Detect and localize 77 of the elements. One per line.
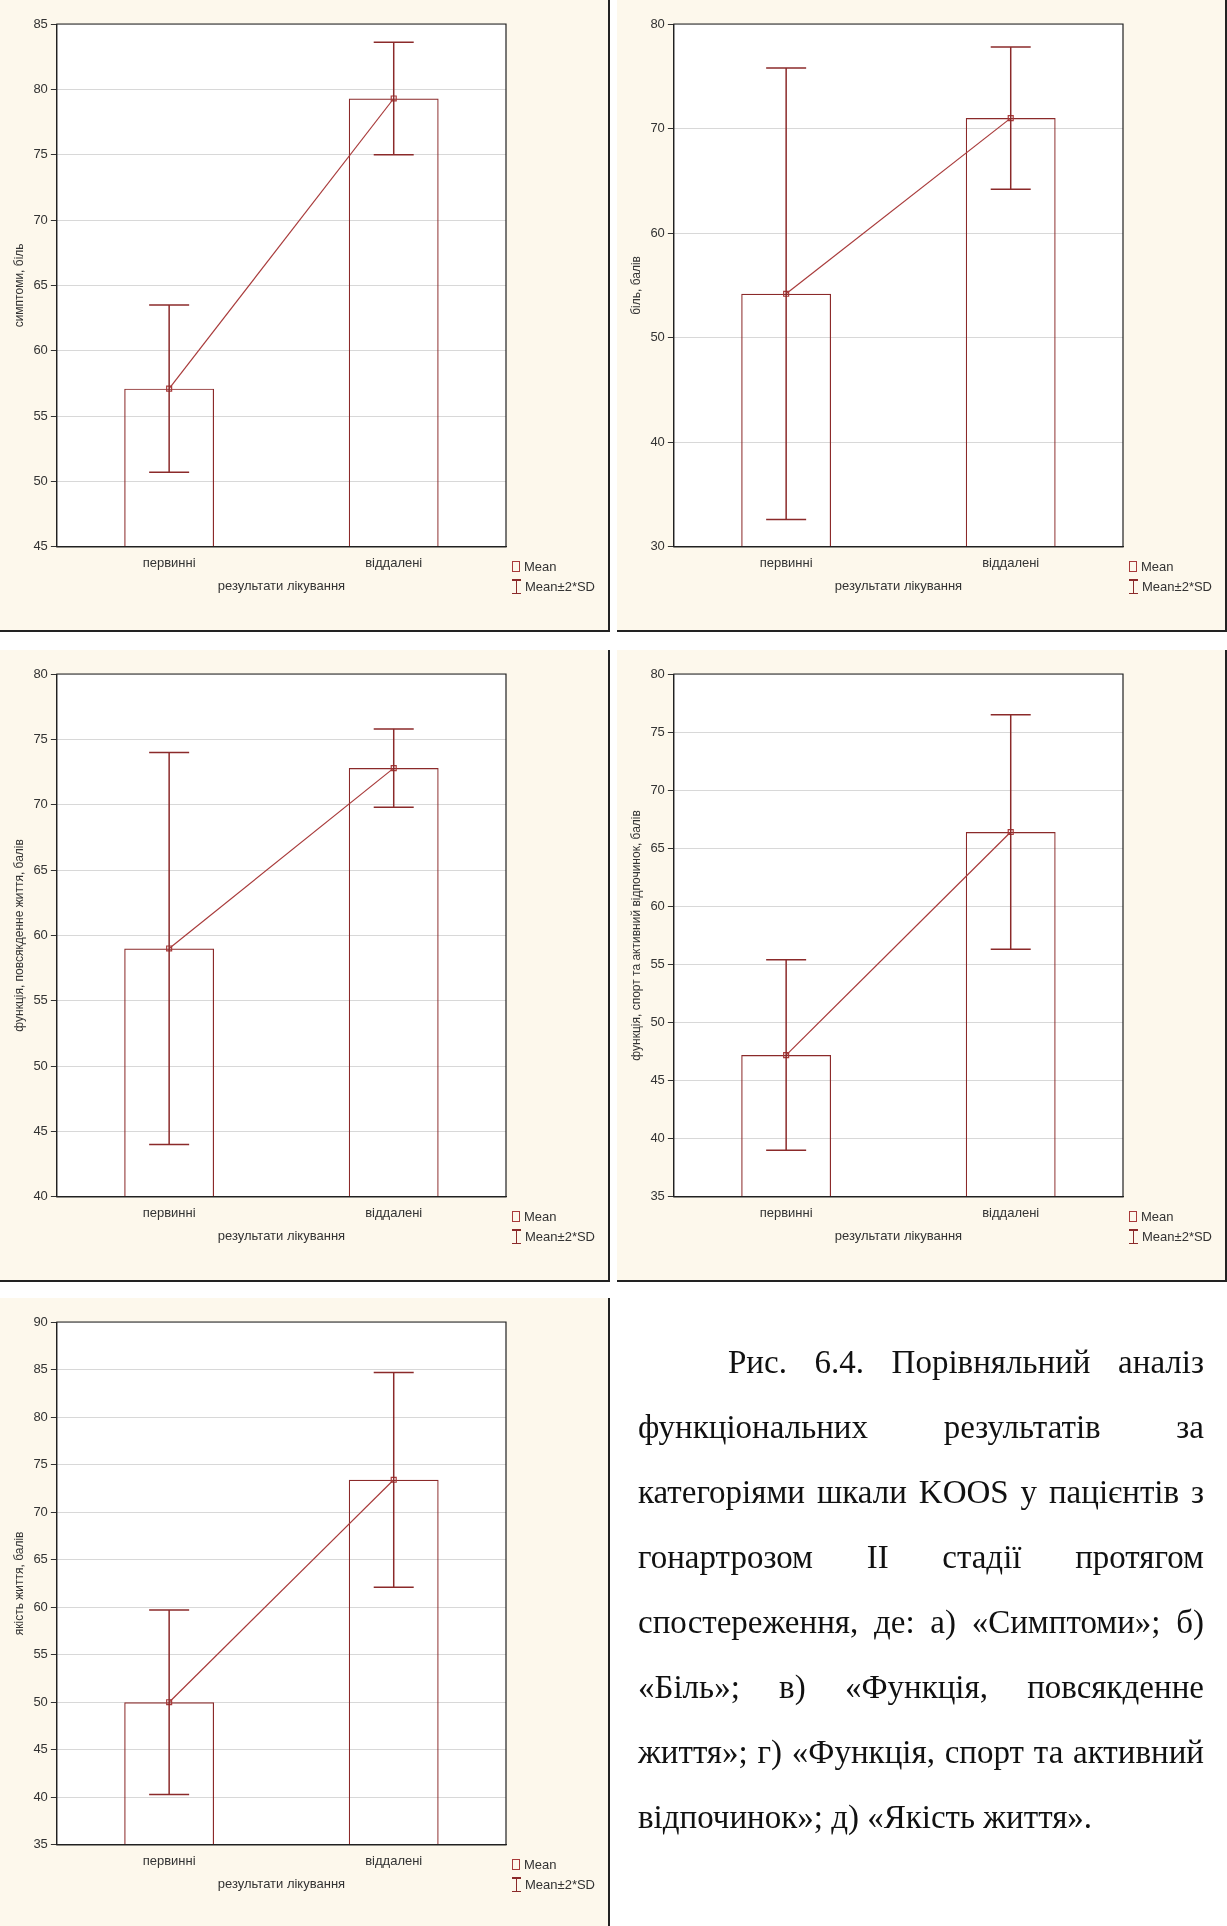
y-tick-label: 50: [33, 1693, 48, 1709]
y-tick-label: 80: [33, 80, 48, 96]
text: Mean±2*SD: [525, 577, 596, 596]
y-tick-label: 70: [33, 211, 48, 227]
y-tick-label: 50: [33, 1057, 48, 1073]
y-tick-label: 60: [650, 224, 665, 240]
y-tick-label: 60: [33, 926, 48, 942]
y-tick-label: 55: [33, 1646, 48, 1662]
y-tick-label: 90: [33, 1313, 48, 1329]
y-tick-label: 60: [33, 342, 48, 358]
y-tick-label: 70: [650, 120, 665, 136]
y-tick-label: 50: [650, 1014, 665, 1030]
y-tick-label: 80: [33, 665, 48, 681]
legend-label: Mean: [1141, 557, 1174, 576]
y-tick-label: 35: [650, 1188, 665, 1204]
x-tick-label: віддалені: [982, 555, 1040, 571]
y-axis-title: симптоми, біль: [11, 243, 26, 328]
x-tick-label: первинні: [759, 555, 813, 571]
y-tick-label: 55: [650, 956, 665, 972]
y-tick-label: 50: [650, 329, 665, 345]
y-tick-label: 70: [650, 781, 665, 797]
y-tick-label: 40: [33, 1188, 48, 1204]
y-tick-label: 40: [33, 1788, 48, 1804]
x-axis-title: результати лікування: [217, 1227, 346, 1243]
text: Mean±2*SD: [1142, 1227, 1213, 1246]
x-axis-title: результати лікування: [834, 577, 963, 593]
legend-label: Mean: [524, 1207, 557, 1226]
x-tick-label: віддалені: [365, 1853, 423, 1869]
y-tick-label: 85: [33, 15, 48, 31]
y-tick-label: 35: [33, 1836, 48, 1852]
y-tick-label: 65: [650, 839, 665, 855]
y-tick-label: 40: [650, 1130, 665, 1146]
y-tick-label: 55: [33, 992, 48, 1008]
x-tick-label: первинні: [142, 555, 196, 571]
y-tick-label: 65: [33, 276, 48, 292]
y-tick-label: 40: [650, 433, 665, 449]
y-tick-label: 85: [33, 1361, 48, 1377]
y-tick-label: 80: [33, 1408, 48, 1424]
text: Mean±2*SD: [525, 1875, 596, 1894]
y-tick-label: 50: [33, 473, 48, 489]
y-tick-label: 70: [33, 796, 48, 812]
legend-label: Mean: [524, 1855, 557, 1874]
y-tick-label: 75: [33, 730, 48, 746]
y-tick-label: 80: [650, 665, 665, 681]
x-axis-title: результати лікування: [217, 577, 346, 593]
y-axis-title: якість життя, балів: [11, 1531, 26, 1636]
y-tick-label: 45: [650, 1072, 665, 1088]
legend-label: Mean: [524, 557, 557, 576]
y-tick-label: 65: [33, 861, 48, 877]
x-tick-label: віддалені: [982, 1205, 1040, 1221]
y-tick-label: 80: [650, 15, 665, 31]
y-tick-label: 70: [33, 1503, 48, 1519]
x-tick-label: первинні: [142, 1853, 196, 1869]
x-tick-label: первинні: [759, 1205, 813, 1221]
y-tick-label: 60: [33, 1598, 48, 1614]
text: Mean±2*SD: [525, 1227, 596, 1246]
y-tick-label: 55: [33, 407, 48, 423]
y-tick-label: 60: [650, 897, 665, 913]
y-axis-title: функція, спорт та активний відпочинок, балів: [628, 810, 643, 1061]
text: Рис. 6.4. Порівняльний аналіз функціональних результатів за категоріями шкали KOOS у пацієнтів з гонартрозом II стадії протягом спостереження, де: а) «Симптоми»; б) «Біль»; в) «Функція, повсякденне життя»; г) «Функція, спорт та активний відпочинок»; д) «Якість життя».: [638, 1343, 1204, 1837]
legend-label: Mean: [1141, 1207, 1174, 1226]
y-tick-label: 45: [33, 1123, 48, 1139]
x-axis-title: результати лікування: [834, 1227, 963, 1243]
text: Mean±2*SD: [1142, 577, 1213, 596]
y-tick-label: 45: [33, 538, 48, 554]
x-axis-title: результати лікування: [217, 1875, 346, 1891]
y-tick-label: 65: [33, 1551, 48, 1567]
y-axis-title: біль, балів: [628, 256, 643, 315]
x-tick-label: первинні: [142, 1205, 196, 1221]
y-tick-label: 30: [650, 538, 665, 554]
y-axis-title: функція, повсякденне життя, балів: [11, 839, 26, 1032]
y-tick-label: 75: [33, 1456, 48, 1472]
y-tick-label: 75: [33, 146, 48, 162]
y-tick-label: 45: [33, 1741, 48, 1757]
y-tick-label: 75: [650, 723, 665, 739]
x-tick-label: віддалені: [365, 555, 423, 571]
x-tick-label: віддалені: [365, 1205, 423, 1221]
